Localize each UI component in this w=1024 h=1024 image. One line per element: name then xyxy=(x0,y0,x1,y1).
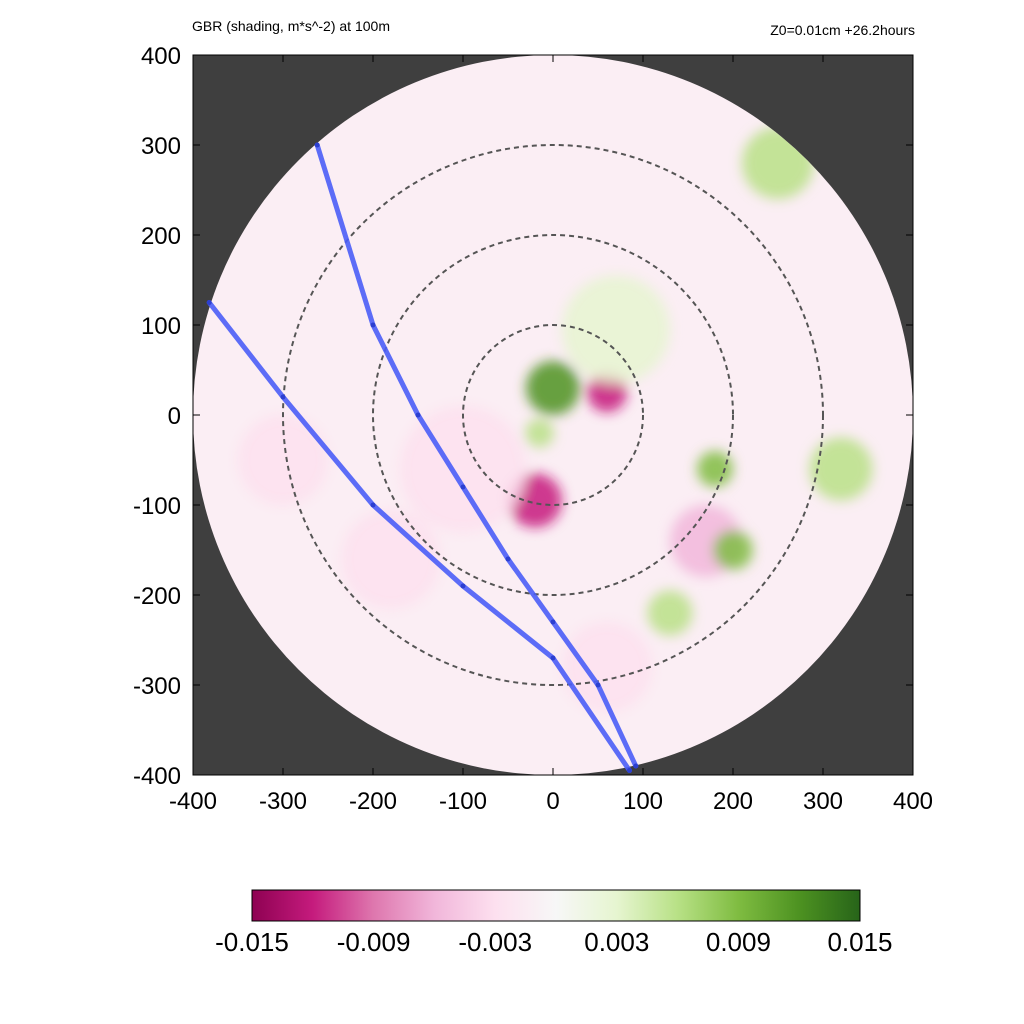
x-tick-label: 200 xyxy=(713,788,753,815)
field-feature-8 xyxy=(809,437,873,501)
colorbar-tick-label: -0.003 xyxy=(458,927,532,957)
y-tick-label: 0 xyxy=(168,403,181,430)
colorbar-tick-label: 0.003 xyxy=(584,927,649,957)
y-tick-label: -400 xyxy=(133,763,181,790)
field-feature-1 xyxy=(525,418,554,448)
track-2-point xyxy=(280,394,286,400)
field-feature-11 xyxy=(562,622,652,712)
track-1-point xyxy=(595,682,601,688)
range-ring-300 xyxy=(282,144,824,686)
field-feature-7 xyxy=(341,509,441,609)
track-line-2 xyxy=(206,300,632,773)
track-1-point xyxy=(550,619,556,625)
colorbar-tick-label: -0.009 xyxy=(337,927,411,957)
track-1-point xyxy=(505,556,511,562)
x-tick-label: 300 xyxy=(803,788,843,815)
field-feature-6 xyxy=(713,530,753,570)
x-tick-label: -100 xyxy=(439,788,487,815)
track-line-1 xyxy=(314,142,639,769)
track-2-point xyxy=(370,502,376,508)
track-1-point xyxy=(370,322,376,328)
field-shading-blur xyxy=(238,127,873,712)
track-1-point xyxy=(633,763,639,769)
x-tick-label: 0 xyxy=(546,788,559,815)
field-feature-12 xyxy=(238,415,328,505)
range-ring-100 xyxy=(462,324,644,506)
y-tick-label: 300 xyxy=(141,133,181,160)
y-tick-label: -100 xyxy=(133,493,181,520)
field-feature-0 xyxy=(526,361,580,415)
track-2-point xyxy=(627,768,632,773)
y-tick-label: 400 xyxy=(141,43,181,70)
x-tick-label: -200 xyxy=(349,788,397,815)
x-tick-label: -400 xyxy=(169,788,217,815)
x-tick-label: 400 xyxy=(893,788,933,815)
track-1-point xyxy=(314,142,320,148)
colorbar xyxy=(251,889,861,922)
x-tick-label: 100 xyxy=(623,788,663,815)
chart-subtitle: Z0=0.01cm +26.2hours xyxy=(770,22,915,38)
track-2-point xyxy=(206,300,212,305)
y-tick-label: -300 xyxy=(133,673,181,700)
colorbar-tick-label: 0.009 xyxy=(706,927,771,957)
y-tick-label: 200 xyxy=(141,223,181,250)
field-shading xyxy=(238,127,873,712)
y-tick-label: 100 xyxy=(141,313,181,340)
track-1-point xyxy=(415,412,421,418)
y-tick-label: -200 xyxy=(133,583,181,610)
track-2-point xyxy=(550,655,556,661)
range-ring-200 xyxy=(372,234,734,596)
track-2-point xyxy=(460,583,466,589)
x-tick-label: -300 xyxy=(259,788,307,815)
field-feature-14 xyxy=(697,451,733,487)
chart-title: GBR (shading, m*s^-2) at 100m xyxy=(192,18,390,34)
field-feature-13 xyxy=(647,590,693,636)
colorbar-tick-label: 0.015 xyxy=(827,927,892,957)
colorbar-tick-label: -0.015 xyxy=(215,927,289,957)
track-1-point xyxy=(460,484,466,490)
field-feature-4 xyxy=(562,275,670,384)
